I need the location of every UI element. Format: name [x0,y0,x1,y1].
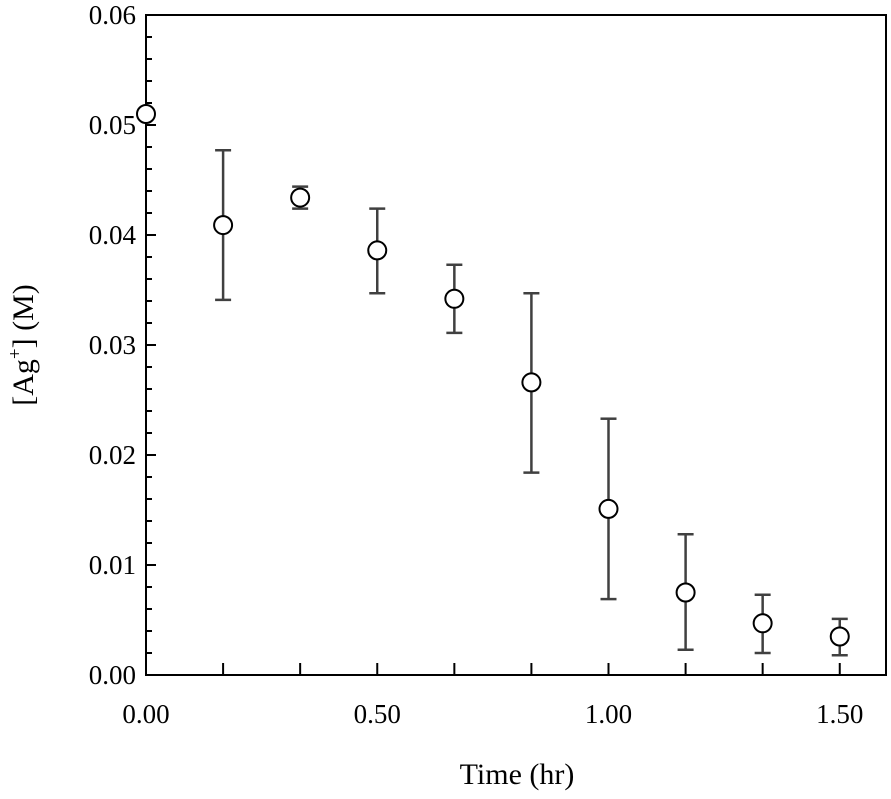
y-tick-label: 0.01 [89,550,136,580]
x-tick-label: 0.50 [354,699,401,729]
data-point [290,187,311,208]
axes [145,14,887,676]
data-point [521,372,542,393]
data-point [829,626,850,647]
y-tick-label: 0.04 [89,220,137,250]
x-tick-label: 1.50 [816,699,863,729]
data-points [136,104,850,647]
y-axis-title-sup: + [5,348,26,359]
data-point [444,288,465,309]
y-tick-label: 0.05 [89,110,136,140]
y-tick-label: 0.00 [89,660,136,690]
y-tick-label: 0.03 [89,330,136,360]
data-point [136,104,156,124]
x-tick-label: 1.00 [585,699,632,729]
y-axis-title: [Ag+] (M) [5,284,40,406]
data-point [598,498,619,519]
tick-labels: 0.00 0.01 0.02 0.03 0.04 0.05 0.06 0.00 0.50 1.00… [89,0,864,729]
x-tick-label: 0.00 [122,699,169,729]
y-axis-title-post: ] (M) [7,284,40,348]
data-point [367,240,388,261]
x-axis-title: Time (hr) [460,758,575,791]
plot-frame [145,14,887,676]
data-point [213,215,234,236]
y-axis-title-pre: [Ag [7,359,40,406]
error-bars [215,149,848,657]
y-tick-label: 0.06 [89,0,136,30]
data-point [752,613,773,634]
y-tick-label: 0.02 [89,440,136,470]
data-point [675,582,696,603]
